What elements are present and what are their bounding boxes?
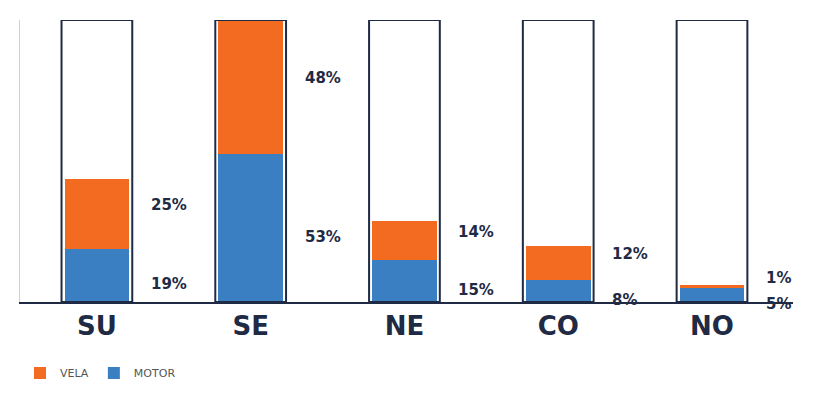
svg-text:NE: NE	[385, 311, 425, 341]
svg-text:1%: 1%	[766, 269, 791, 287]
svg-text:SU: SU	[77, 311, 117, 341]
svg-text:MOTOR: MOTOR	[134, 367, 176, 380]
svg-text:SE: SE	[232, 311, 268, 341]
svg-text:19%: 19%	[151, 275, 187, 293]
svg-text:8%: 8%	[612, 291, 637, 309]
svg-text:CO: CO	[538, 311, 579, 341]
svg-text:12%: 12%	[612, 245, 648, 263]
svg-text:14%: 14%	[458, 223, 494, 241]
svg-text:5%: 5%	[766, 295, 791, 313]
svg-text:NO: NO	[690, 311, 734, 341]
svg-text:15%: 15%	[458, 281, 494, 299]
svg-text:25%: 25%	[151, 196, 187, 214]
svg-text:VELA: VELA	[60, 367, 89, 380]
svg-text:53%: 53%	[305, 228, 341, 246]
svg-text:48%: 48%	[305, 69, 341, 87]
